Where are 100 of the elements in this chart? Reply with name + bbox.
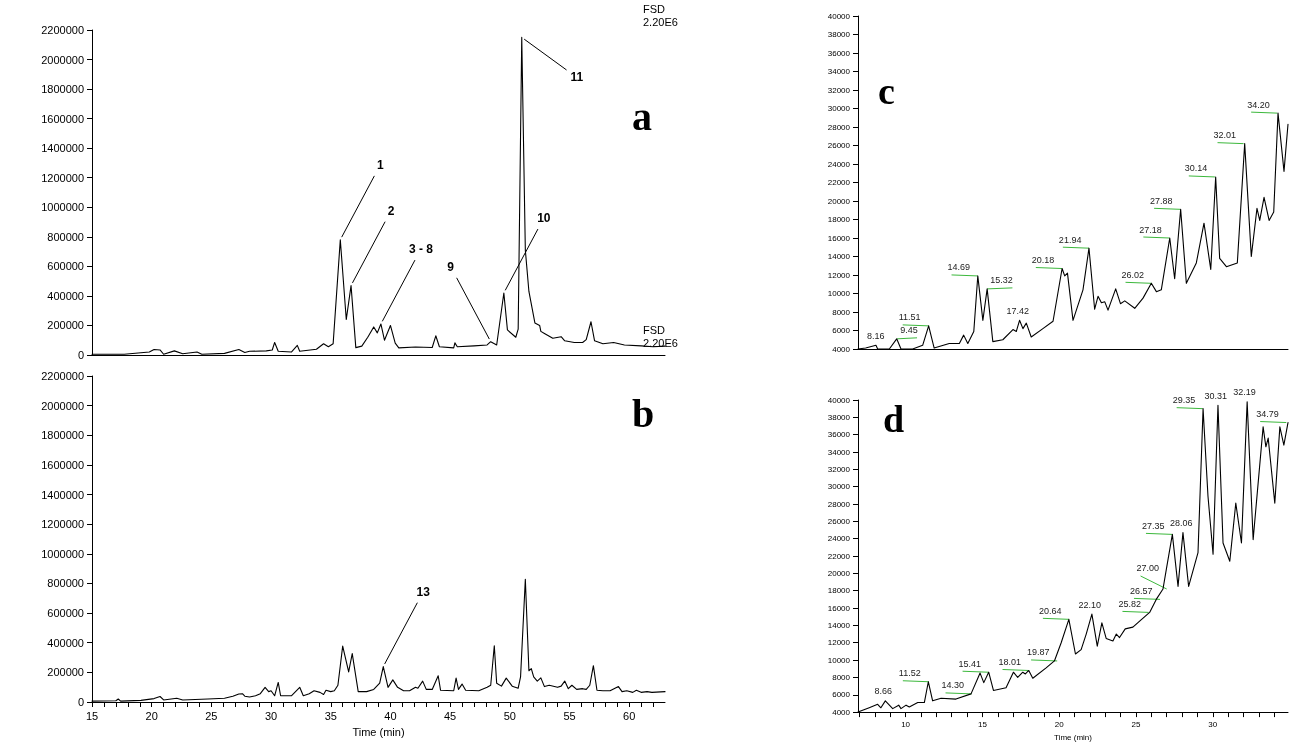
y-tick-label: 18000 (827, 215, 851, 224)
y-tick-label: 4000 (832, 344, 851, 354)
y-tick-label: 6000 (832, 326, 851, 335)
y-tick-label: 4000 (832, 707, 851, 717)
y-tick-label: 26000 (827, 516, 851, 526)
y-tick-label: 600000 (47, 607, 84, 620)
y-tick-label: 1800000 (41, 429, 84, 442)
y-tick-label: 1400000 (41, 488, 84, 501)
annotation: 9 (447, 259, 455, 274)
y-tick-label: 34000 (827, 447, 851, 457)
text: FSD 2.20E6 (643, 2, 678, 28)
x-tick-label: 25 (205, 709, 218, 722)
annotation: 27.00 (1136, 563, 1160, 574)
annotation: 25.82 (1118, 598, 1141, 609)
text: a (632, 93, 652, 139)
y-tick-label: 1200000 (41, 171, 84, 184)
y-tick-label: 28000 (827, 499, 851, 509)
annotation: 28.06 (1169, 518, 1193, 529)
y-tick-label: 22000 (827, 178, 851, 187)
annotation: 29.35 (1172, 395, 1196, 406)
y-tick-label: 1000000 (41, 547, 84, 560)
x-tick-label: 60 (623, 709, 636, 722)
annotation: 13 (416, 584, 431, 599)
annotation: 26.57 (1129, 585, 1153, 596)
y-tick-label: 20000 (827, 568, 851, 578)
x-axis-title: Time (min) (1054, 732, 1093, 742)
x-tick-label: 20 (145, 709, 158, 722)
y-tick-label: 24000 (827, 534, 851, 544)
x-tick-label: 40 (384, 709, 397, 722)
y-tick-label: 18000 (827, 586, 851, 596)
annotation: 8.66 (874, 686, 893, 697)
y-tick-label: 1800000 (41, 83, 84, 96)
x-tick-label: 35 (324, 709, 337, 722)
y-tick-label: 200000 (47, 319, 84, 332)
annotation: 27.35 (1141, 520, 1165, 531)
annotation: 11 (570, 70, 584, 85)
annotation: 14.69 (947, 262, 971, 273)
text: c (878, 70, 895, 112)
y-tick-label: 38000 (827, 412, 851, 422)
x-tick-label: 15 (85, 709, 99, 722)
annotation: 15.32 (990, 275, 1013, 286)
y-tick-label: 30000 (827, 104, 851, 113)
y-tick-label: 20000 (827, 196, 851, 206)
y-tick-label: 6000 (832, 690, 851, 700)
annotation: 30.31 (1204, 390, 1227, 401)
annotation: 27.18 (1139, 224, 1162, 235)
x-tick-label: 25 (1131, 719, 1141, 729)
y-tick-label: 12000 (827, 270, 851, 280)
y-tick-label: 1600000 (41, 112, 84, 125)
x-tick-label: 55 (563, 709, 576, 722)
annotation: 10 (537, 210, 551, 225)
y-tick-label: 12000 (827, 638, 851, 648)
y-tick-label: 10000 (827, 655, 851, 665)
y-tick-label: 800000 (47, 230, 84, 243)
annotation: 34.79 (1256, 409, 1279, 420)
y-tick-label: 1600000 (41, 458, 84, 471)
x-tick-label: 15 (977, 719, 988, 729)
y-tick-label: 8000 (832, 672, 851, 682)
annotation: 18.01 (998, 656, 1022, 667)
y-tick-label: 28000 (827, 122, 851, 132)
y-tick-label: 14000 (827, 252, 851, 261)
annotation: 20.64 (1038, 605, 1062, 616)
x-tick-label: 20 (1054, 719, 1065, 729)
x-tick-label: 30 (264, 709, 278, 722)
y-tick-label: 22000 (827, 551, 851, 561)
y-tick-label: 34000 (827, 67, 851, 76)
annotation: 3 - 8 (408, 241, 434, 256)
annotation: 8.16 (866, 330, 885, 341)
y-tick-label: 32000 (827, 464, 851, 474)
y-tick-label: 2000000 (41, 53, 84, 66)
annotation: 22.10 (1078, 599, 1101, 610)
y-tick-label: 40000 (827, 11, 851, 21)
x-tick-label: 45 (444, 709, 457, 722)
annotation: 32.01 (1213, 130, 1237, 141)
y-tick-label: 2200000 (41, 24, 84, 36)
annotation: 21.94 (1058, 234, 1082, 245)
y-tick-label: 24000 (827, 159, 851, 169)
y-tick-label: 800000 (47, 577, 84, 590)
annotation: 14.30 (941, 680, 965, 691)
y-tick-label: 38000 (827, 30, 851, 39)
annotation: 27.88 (1150, 195, 1173, 206)
y-tick-label: 600000 (47, 260, 84, 273)
annotation: 30.14 (1184, 163, 1208, 174)
chart-title: b (632, 390, 655, 436)
y-tick-label: 40000 (827, 395, 851, 405)
y-tick-label: 26000 (827, 141, 851, 150)
annotation: 1 (376, 157, 384, 172)
y-tick-label: 2000000 (41, 399, 84, 412)
y-tick-label: 2200000 (41, 370, 84, 382)
y-tick-label: 36000 (827, 48, 851, 58)
y-tick-label: 30000 (827, 482, 851, 492)
y-tick-label: 14000 (827, 620, 851, 630)
annotation: 32.19 (1233, 387, 1256, 398)
y-tick-label: 1000000 (41, 201, 84, 214)
x-tick-label: 10 (901, 719, 911, 729)
annotation: 15.41 (958, 658, 982, 669)
x-tick-label: 30 (1208, 719, 1218, 729)
y-tick-label: 0 (77, 349, 84, 361)
annotation: 17.42 (1006, 305, 1030, 316)
y-tick-label: 32000 (827, 85, 851, 95)
